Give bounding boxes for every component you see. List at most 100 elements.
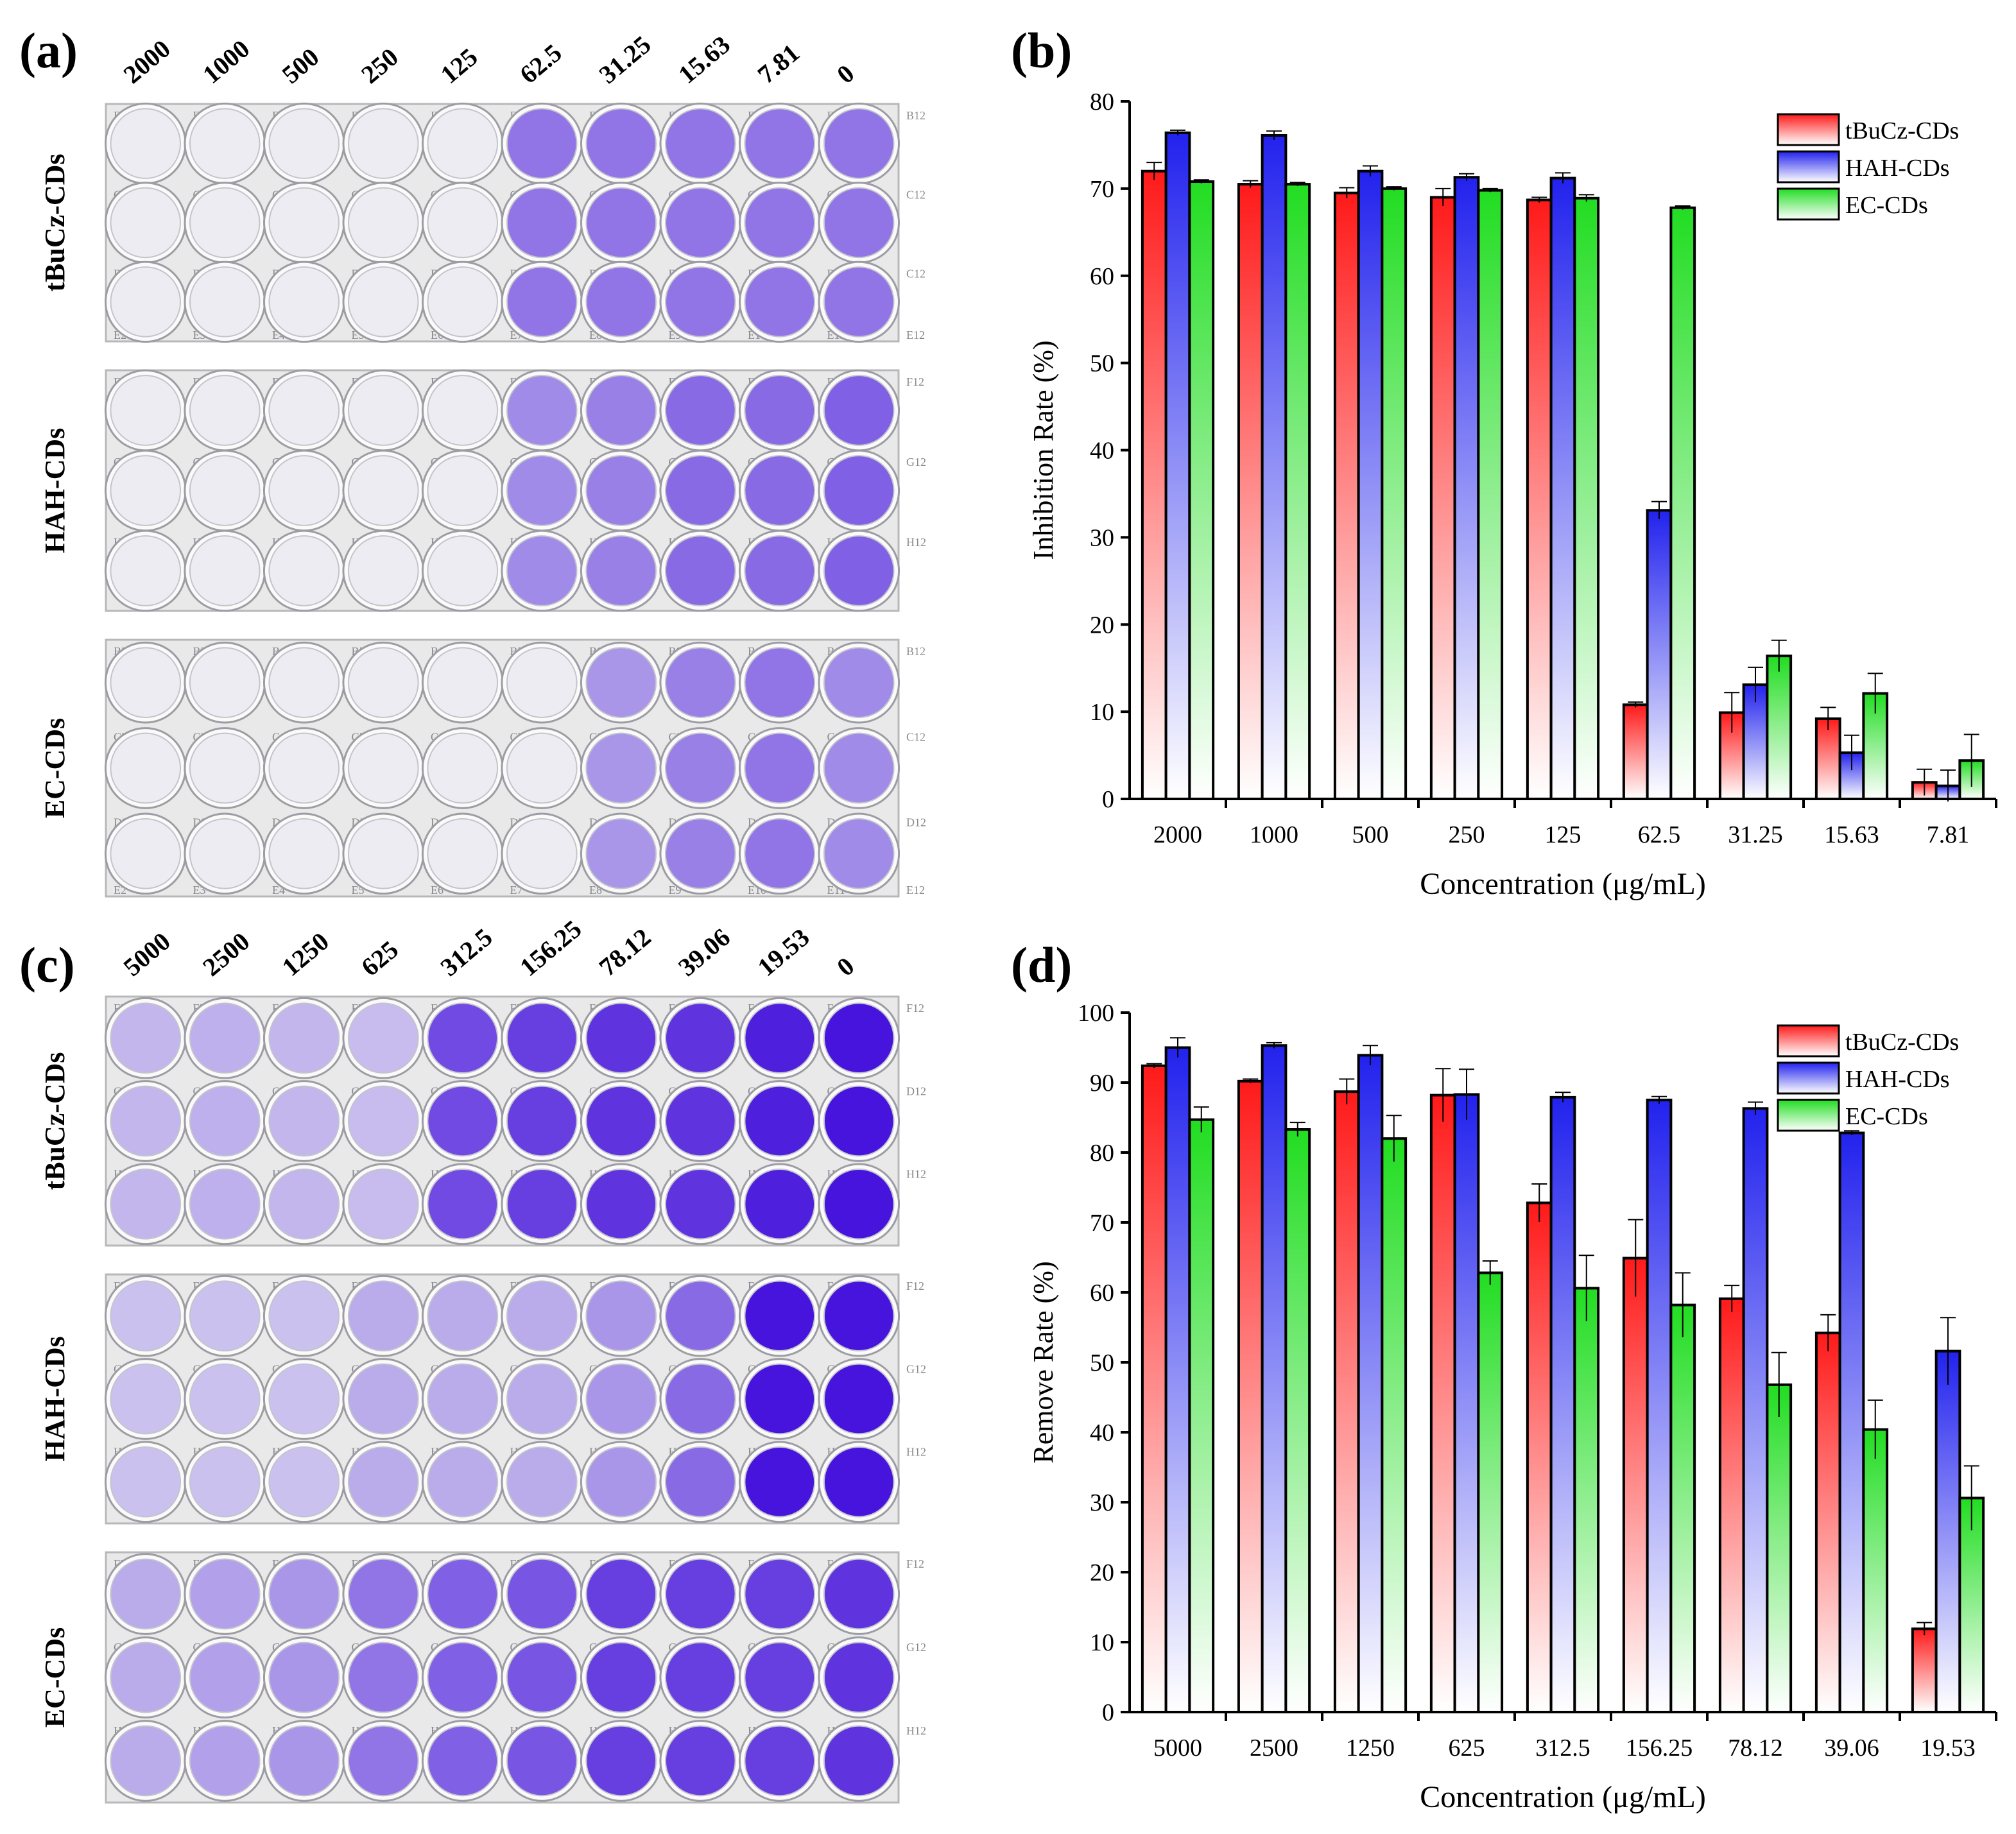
panel-label-d: (d) xyxy=(1011,937,1072,993)
well xyxy=(506,1446,578,1518)
bar-HAH-CDs xyxy=(1261,1044,1288,1713)
well-label: C12 xyxy=(906,188,926,201)
plate: F2F3F4F5F6F7F8F9F10F11F12G2G3G4G5G6G7G8G… xyxy=(104,995,926,1247)
bar-HAH-CDs xyxy=(1838,1131,1865,1713)
well xyxy=(506,1280,578,1352)
well xyxy=(506,108,578,179)
well xyxy=(189,1725,261,1797)
y-tick-label: 10 xyxy=(1090,699,1114,726)
concentration-label: 1000 xyxy=(197,34,255,89)
well xyxy=(744,647,816,719)
bar-HAH-CDs xyxy=(1261,133,1288,801)
well xyxy=(823,1641,895,1713)
well xyxy=(110,1280,182,1352)
x-tick-label: 1000 xyxy=(1250,821,1298,848)
bar-tBuCz-CDs xyxy=(1526,198,1553,800)
well xyxy=(347,535,419,606)
well xyxy=(427,818,499,889)
well xyxy=(189,1363,261,1435)
bar-EC-CDs xyxy=(1188,1118,1215,1713)
well xyxy=(585,535,657,606)
well xyxy=(664,1002,736,1074)
chart-b: 0 10 20 30 40 50 60 70 80 Inhibition Rate (%) 2000… xyxy=(1028,89,1997,901)
well xyxy=(823,1085,895,1157)
well xyxy=(744,455,816,526)
concentration-label: 19.53 xyxy=(752,923,815,982)
well xyxy=(744,1168,816,1240)
well xyxy=(664,1725,736,1797)
well xyxy=(427,455,499,526)
bar-EC-CDs xyxy=(1188,180,1215,800)
plate-row-label: HAH-CDs xyxy=(39,428,71,554)
legend-label: EC-CDs xyxy=(1845,1103,1928,1130)
well xyxy=(585,187,657,259)
well-label: D12 xyxy=(906,1084,926,1097)
y-tick-label: 30 xyxy=(1090,1489,1114,1516)
x-tick-label: 156.25 xyxy=(1626,1735,1693,1761)
well xyxy=(110,818,182,889)
well xyxy=(506,1641,578,1713)
well xyxy=(427,1085,499,1157)
well-label: G12 xyxy=(906,1641,926,1654)
well xyxy=(506,266,578,338)
well xyxy=(664,1558,736,1630)
y-tick-label: 0 xyxy=(1102,786,1114,813)
well xyxy=(823,375,895,446)
well xyxy=(427,266,499,338)
bar-EC-CDs xyxy=(1862,1428,1889,1713)
well-label: B12 xyxy=(906,109,926,122)
x-tick-label: 7.81 xyxy=(1927,821,1970,848)
plate: B2B3B4B5B6B7B8B9B10B11B12C2C3C4C5C6C7C8C… xyxy=(104,102,926,343)
plate: F2F3F4F5F6F7F8F9F10F11F12G2G3G4G5G6G7G8G… xyxy=(104,1273,926,1525)
well xyxy=(823,266,895,338)
well xyxy=(347,1446,419,1518)
well xyxy=(268,266,340,338)
legend-label: tBuCz-CDs xyxy=(1845,117,1959,144)
well xyxy=(189,818,261,889)
well xyxy=(110,1363,182,1435)
x-tick-label: 2000 xyxy=(1153,821,1202,848)
well xyxy=(585,455,657,526)
legend-label: HAH-CDs xyxy=(1845,1066,1950,1093)
well xyxy=(268,732,340,804)
well xyxy=(268,1363,340,1435)
bar-HAH-CDs xyxy=(1453,176,1480,800)
well xyxy=(110,375,182,446)
well xyxy=(744,375,816,446)
well xyxy=(268,108,340,179)
bar-EC-CDs xyxy=(1381,187,1408,800)
well xyxy=(664,455,736,526)
concentration-label: 0 xyxy=(831,952,859,982)
well-label: B12 xyxy=(906,645,926,658)
well xyxy=(110,266,182,338)
bar-tBuCz-CDs xyxy=(1622,1256,1649,1713)
legend-swatch xyxy=(1777,1024,1840,1058)
well xyxy=(347,1168,419,1240)
well xyxy=(347,266,419,338)
well-label: D12 xyxy=(906,816,926,829)
x-tick-label: 312.5 xyxy=(1535,1735,1590,1761)
well xyxy=(585,647,657,719)
well xyxy=(664,535,736,606)
well xyxy=(268,187,340,259)
well xyxy=(664,1280,736,1352)
bar-EC-CDs xyxy=(1573,196,1600,801)
well-label: H12 xyxy=(906,1446,926,1459)
well xyxy=(823,187,895,259)
well xyxy=(427,1002,499,1074)
well xyxy=(744,1085,816,1157)
well xyxy=(664,1641,736,1713)
well xyxy=(427,1641,499,1713)
well xyxy=(110,455,182,526)
well xyxy=(347,1085,419,1157)
well-label: F12 xyxy=(906,1280,924,1292)
well xyxy=(189,1558,261,1630)
bar-HAH-CDs xyxy=(1549,1095,1576,1713)
well xyxy=(744,1558,816,1630)
bar-tBuCz-CDs xyxy=(1429,1093,1456,1713)
well xyxy=(189,266,261,338)
y-tick-label: 20 xyxy=(1090,1559,1114,1586)
well xyxy=(427,732,499,804)
well xyxy=(189,1641,261,1713)
